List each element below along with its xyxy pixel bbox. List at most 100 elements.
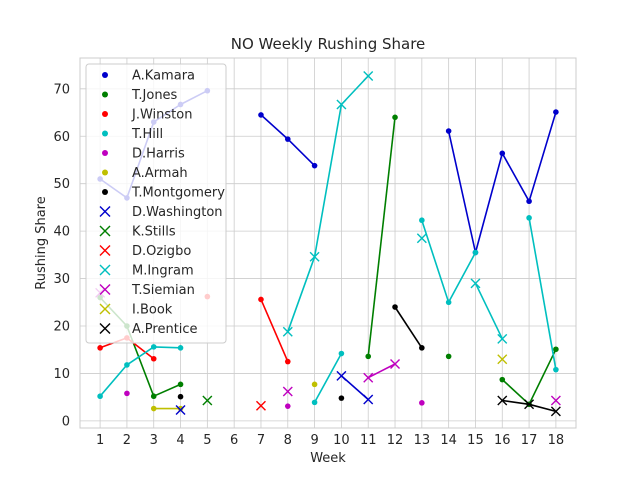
data-point-t-jones xyxy=(553,346,559,353)
plot-frame xyxy=(79,57,577,429)
x-tick-label: 14 xyxy=(440,433,457,448)
data-point-d-washington xyxy=(363,394,374,405)
legend-marker-t-siemian xyxy=(99,284,111,295)
data-point-t-jones xyxy=(365,353,372,360)
y-tick-label: 40 xyxy=(53,225,70,240)
legend-box xyxy=(85,63,227,344)
series-line-j-winston xyxy=(260,299,289,362)
data-point-m-ingram xyxy=(336,99,347,110)
plot-border xyxy=(79,57,577,429)
series-k-stills xyxy=(202,395,213,406)
legend-label-k-stills: K.Stills xyxy=(132,225,176,240)
data-point-d-harris xyxy=(124,390,130,397)
series-t-montgomery xyxy=(177,304,425,401)
data-point-t-hill xyxy=(150,344,157,350)
legend-label-t-siemian: T.Siemian xyxy=(131,283,195,298)
data-point-t-hill xyxy=(177,345,184,351)
legend-marker-a-kamara xyxy=(102,72,108,78)
legend-label-t-montgomery: T.Montgomery xyxy=(131,186,225,201)
y-axis-title: Rushing Share xyxy=(34,196,49,289)
data-point-j-winston xyxy=(150,355,157,362)
x-tick-label: 18 xyxy=(548,433,565,448)
data-point-t-hill xyxy=(553,366,559,373)
tick-labels: 1 2 3 4 5 6 7 8 9 10 11 12 13 14 15 16 17 180102030405060… xyxy=(53,82,564,448)
x-tick-label: 8 xyxy=(284,433,292,448)
series-a-prentice xyxy=(497,395,561,417)
legend: A.Kamara T.Jones J.Winston T.Hill D.Harris A.… xyxy=(85,63,227,344)
data-point-t-jones xyxy=(150,393,157,400)
data-point-k-stills xyxy=(202,395,213,406)
data-point-t-siemian xyxy=(550,395,561,406)
data-point-t-jones xyxy=(177,381,184,388)
x-tick-label: 15 xyxy=(467,433,484,448)
data-point-t-jones xyxy=(392,114,398,121)
data-point-t-hill xyxy=(419,217,425,224)
x-tick-label: 16 xyxy=(494,433,511,448)
series-m-ingram xyxy=(282,71,508,344)
data-point-t-hill xyxy=(445,299,452,306)
x-tick-label: 5 xyxy=(203,433,211,448)
data-point-a-prentice xyxy=(524,399,535,410)
x-tick-label: 12 xyxy=(387,433,404,448)
y-tick-label: 30 xyxy=(53,272,70,287)
data-point-m-ingram xyxy=(416,233,427,244)
series-line-m-ingram xyxy=(287,75,369,332)
data-point-d-washington xyxy=(336,370,347,381)
data-point-t-siemian xyxy=(390,358,401,369)
series-line-t-jones xyxy=(367,117,396,357)
x-tick-label: 17 xyxy=(521,433,538,448)
data-point-a-kamara xyxy=(445,128,452,134)
y-tick-label: 70 xyxy=(53,82,70,97)
legend-label-d-washington: D.Washington xyxy=(132,205,223,220)
y-tick-label: 20 xyxy=(53,320,70,335)
x-tick-label: 6 xyxy=(230,433,238,448)
x-tick-label: 3 xyxy=(150,433,158,448)
series-line-m-ingram xyxy=(474,282,504,340)
series-d-ozigbo xyxy=(255,400,266,411)
data-point-a-kamara xyxy=(499,150,506,157)
data-point-t-hill xyxy=(311,399,318,406)
data-point-t-montgomery xyxy=(338,395,345,401)
legend-label-d-ozigbo: D.Ozigbo xyxy=(132,244,191,259)
data-point-t-hill xyxy=(338,350,345,357)
x-tick-label: 9 xyxy=(310,433,318,448)
legend-marker-d-harris xyxy=(102,150,108,156)
data-point-d-harris xyxy=(419,400,425,406)
legend-marker-m-ingram xyxy=(99,264,111,276)
x-tick-label: 11 xyxy=(360,433,377,448)
data-point-a-armah xyxy=(311,381,318,388)
series-line-t-hill xyxy=(528,217,557,370)
series-d-washington xyxy=(175,370,374,415)
x-axis-title: Week xyxy=(310,451,346,466)
data-point-t-hill xyxy=(526,215,532,221)
data-point-t-hill xyxy=(124,362,130,368)
y-tick-label: 10 xyxy=(53,367,70,382)
x-tick-label: 7 xyxy=(257,433,265,448)
legend-marker-a-prentice xyxy=(99,323,111,334)
data-point-j-winston xyxy=(284,358,291,365)
y-tick-label: 50 xyxy=(53,177,70,192)
legend-marker-j-winston xyxy=(102,111,108,117)
data-point-t-montgomery xyxy=(177,393,184,400)
data-point-m-ingram xyxy=(470,278,481,289)
series-t-hill xyxy=(97,215,559,406)
y-tick-label: 0 xyxy=(62,414,70,429)
legend-label-a-armah: A.Armah xyxy=(132,166,188,181)
data-point-a-kamara xyxy=(284,136,291,142)
legend-marker-d-ozigbo xyxy=(99,245,111,256)
data-point-a-kamara xyxy=(553,109,559,115)
data-point-m-ingram xyxy=(497,333,508,344)
series-i-book xyxy=(497,354,508,365)
data-point-a-kamara xyxy=(526,198,532,205)
data-point-t-hill xyxy=(97,393,103,400)
legend-marker-i-book xyxy=(99,303,111,315)
data-point-m-ingram xyxy=(309,251,320,262)
legend-marker-t-jones xyxy=(102,91,108,98)
legend-marker-k-stills xyxy=(99,225,111,237)
legend-marker-t-montgomery xyxy=(102,189,108,195)
x-tick-label: 2 xyxy=(123,433,131,448)
data-point-a-prentice xyxy=(550,406,561,417)
legend-label-t-hill: T.Hill xyxy=(131,127,163,142)
legend-marker-d-washington xyxy=(99,206,111,217)
data-point-d-washington xyxy=(175,404,186,415)
